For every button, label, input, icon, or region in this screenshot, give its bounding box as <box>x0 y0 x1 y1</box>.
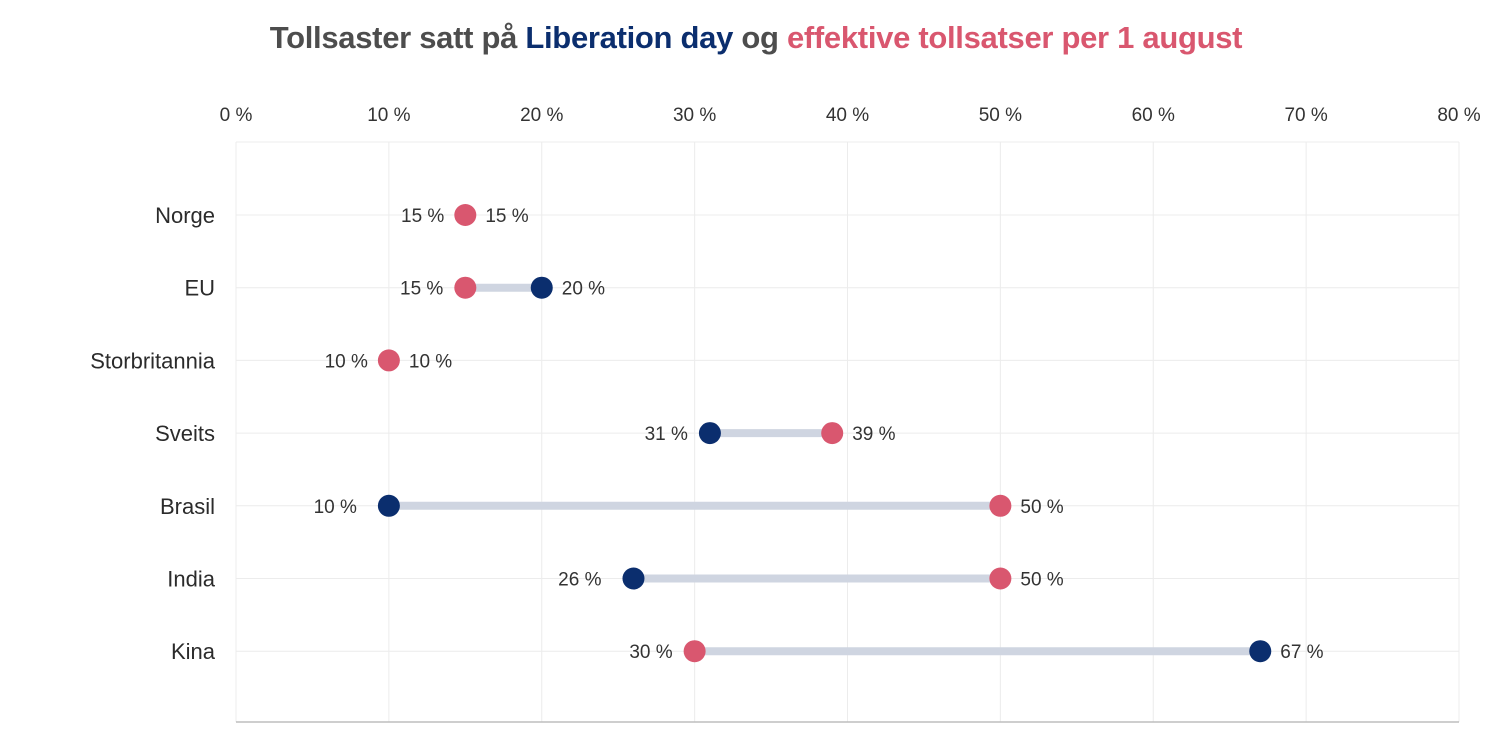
grid-lines <box>235 141 1460 723</box>
dot-liberation-day <box>377 494 400 517</box>
dot-effective-rate <box>683 640 706 663</box>
value-label-left: 10 % <box>325 351 368 372</box>
x-tick-label: 10 % <box>367 105 410 126</box>
dot-effective-rate <box>821 422 844 445</box>
dot-effective-rate <box>377 349 400 372</box>
value-label-left: 15 % <box>401 206 444 227</box>
chart-title: Tollsaster satt på Liberation day og eff… <box>0 20 1512 56</box>
dot-liberation-day <box>622 567 645 590</box>
title-part-liberation-day: Liberation day <box>525 20 734 55</box>
value-label-low: 15 % <box>400 279 443 300</box>
category-label: EU <box>184 276 215 301</box>
category-labels: Norge EU Storbritannia Sveits Brasil India Kin… <box>90 203 216 664</box>
title-part-1: Tollsaster satt på <box>269 20 526 55</box>
dots <box>377 204 1272 663</box>
value-label-right: 10 % <box>409 351 452 372</box>
value-labels: 15 % 15 % 15 % 20 % 10 % 10 % 31 % 39 % 10 % 50 %… <box>314 206 1324 663</box>
dot-liberation-day <box>530 276 553 299</box>
value-label-low: 30 % <box>629 642 672 663</box>
category-label: Brasil <box>160 494 215 519</box>
connectors <box>384 283 1265 656</box>
dot-liberation-day <box>698 422 721 445</box>
x-tick-label: 50 % <box>979 105 1022 126</box>
dot-effective-rate <box>454 276 477 299</box>
dot-effective-rate <box>454 204 477 226</box>
x-tick-label: 30 % <box>673 105 716 126</box>
x-tick-label: 80 % <box>1437 105 1480 126</box>
category-label: Sveits <box>155 421 215 446</box>
title-part-3: og <box>733 20 787 55</box>
value-label-low: 26 % <box>558 570 601 591</box>
value-label-high: 50 % <box>1020 497 1063 518</box>
category-label: India <box>167 567 215 592</box>
dot-effective-rate <box>989 567 1012 590</box>
x-axis-ticks: 0 % 10 % 20 % 30 % 40 % 50 % 60 % 70 % 80 % <box>220 105 1481 126</box>
value-label-right: 15 % <box>485 206 528 227</box>
x-tick-label: 40 % <box>826 105 869 126</box>
value-label-low: 10 % <box>314 497 357 518</box>
category-label: Norge <box>155 203 215 228</box>
x-tick-label: 0 % <box>220 105 253 126</box>
category-label: Storbritannia <box>90 348 216 373</box>
value-label-low: 31 % <box>645 424 688 445</box>
category-label: Kina <box>171 639 216 664</box>
title-part-effective-rates: effektive tollsatser per 1 august <box>786 20 1243 55</box>
x-tick-label: 60 % <box>1132 105 1175 126</box>
x-tick-label: 20 % <box>520 105 563 126</box>
value-label-high: 39 % <box>852 424 895 445</box>
dot-effective-rate <box>989 494 1012 517</box>
x-tick-label: 70 % <box>1284 105 1327 126</box>
dot-liberation-day <box>1249 640 1272 663</box>
value-label-high: 67 % <box>1280 642 1323 663</box>
value-label-high: 50 % <box>1020 570 1063 591</box>
value-label-high: 20 % <box>562 279 605 300</box>
